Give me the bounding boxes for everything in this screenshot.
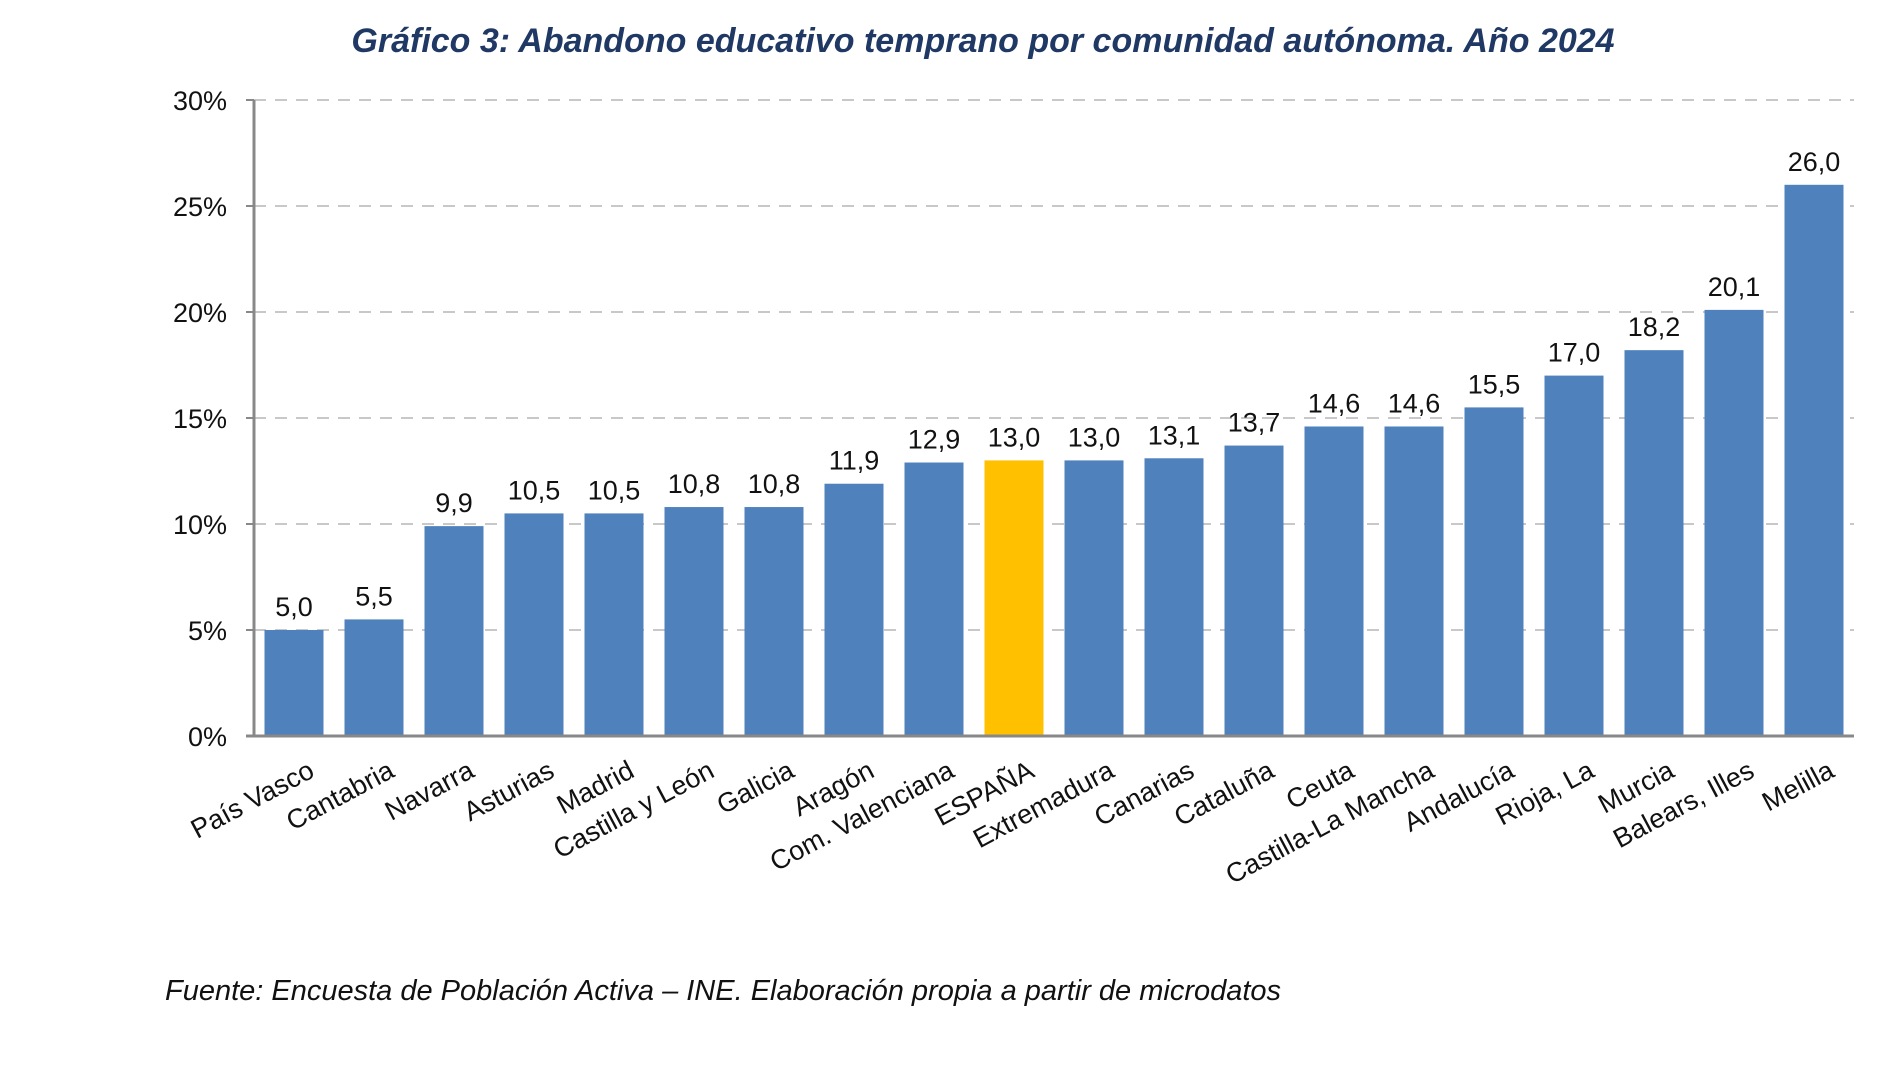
x-tick-label: Asturias bbox=[459, 755, 559, 827]
data-label: 13,0 bbox=[1068, 422, 1121, 452]
bar-extremadura bbox=[1064, 460, 1124, 736]
data-label: 20,1 bbox=[1708, 272, 1761, 302]
bar-andalucía bbox=[1464, 407, 1524, 736]
data-label: 15,5 bbox=[1468, 369, 1521, 399]
bar-navarra bbox=[424, 526, 484, 736]
data-label: 14,6 bbox=[1388, 388, 1441, 418]
y-tick-label: 30% bbox=[173, 86, 227, 116]
data-label: 26,0 bbox=[1788, 147, 1841, 177]
data-label: 13,0 bbox=[988, 422, 1041, 452]
bar-aragón bbox=[824, 483, 884, 736]
bar-españa bbox=[984, 460, 1044, 736]
data-label: 10,8 bbox=[668, 469, 721, 499]
y-tick-label: 20% bbox=[173, 298, 227, 328]
y-tick-label: 5% bbox=[188, 616, 227, 646]
bar-asturias bbox=[504, 513, 564, 736]
bar-galicia bbox=[744, 507, 804, 736]
data-label: 13,7 bbox=[1228, 408, 1281, 438]
x-tick-label: Melilla bbox=[1757, 754, 1840, 817]
data-label: 12,9 bbox=[908, 425, 961, 455]
y-tick-label: 25% bbox=[173, 192, 227, 222]
data-label: 11,9 bbox=[829, 446, 880, 476]
bar-canarias bbox=[1144, 458, 1204, 736]
data-label: 10,8 bbox=[748, 469, 801, 499]
y-tick-label: 0% bbox=[188, 722, 227, 752]
bar-rioja-la bbox=[1544, 375, 1604, 736]
data-label: 9,9 bbox=[435, 488, 473, 518]
y-tick-label: 15% bbox=[173, 404, 227, 434]
data-label: 18,2 bbox=[1628, 312, 1681, 342]
bar-castilla-y-león bbox=[664, 507, 724, 736]
data-label: 14,6 bbox=[1308, 388, 1361, 418]
data-label: 10,5 bbox=[588, 475, 641, 505]
bar-madrid bbox=[584, 513, 644, 736]
bar-melilla bbox=[1784, 184, 1844, 737]
bar-país-vasco bbox=[264, 630, 324, 736]
bar-castilla-la-mancha bbox=[1384, 426, 1444, 736]
bar-cataluña bbox=[1224, 445, 1284, 736]
bar-com-valenciana bbox=[904, 462, 964, 736]
bar-balears-illes bbox=[1704, 309, 1764, 736]
x-tick-label: Galicia bbox=[712, 754, 800, 820]
chart-title: Gráfico 3: Abandono educativo temprano p… bbox=[351, 22, 1615, 60]
bar-cantabria bbox=[344, 619, 404, 736]
data-label: 5,0 bbox=[275, 592, 313, 622]
x-tick-label: Navarra bbox=[380, 754, 480, 826]
data-label: 10,5 bbox=[508, 475, 561, 505]
y-tick-label: 10% bbox=[173, 510, 227, 540]
data-label: 5,5 bbox=[355, 581, 393, 611]
data-label: 17,0 bbox=[1548, 338, 1601, 368]
bar-murcia bbox=[1624, 350, 1684, 736]
source-note: Fuente: Encuesta de Población Activa – I… bbox=[165, 975, 1282, 1007]
bar-ceuta bbox=[1304, 426, 1364, 736]
data-label: 13,1 bbox=[1148, 420, 1201, 450]
